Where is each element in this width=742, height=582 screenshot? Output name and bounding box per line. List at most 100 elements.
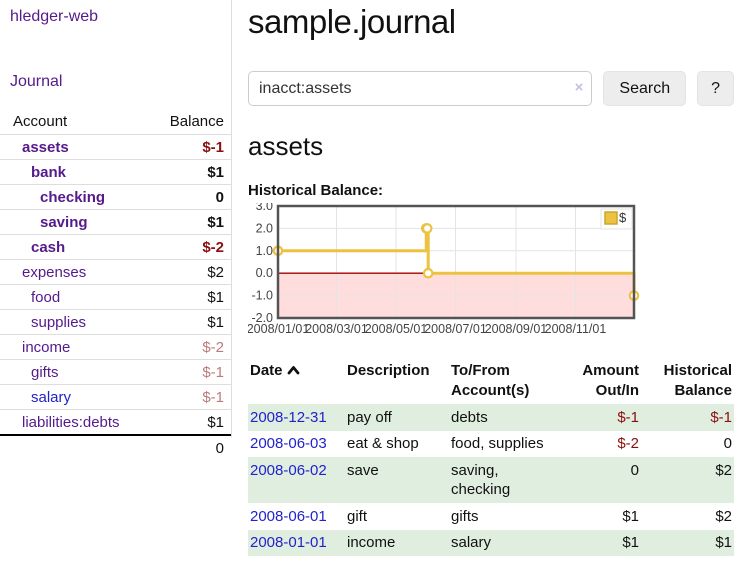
account-link[interactable]: gifts xyxy=(31,363,59,381)
main-content: sample.journal × Search ? assets Histori… xyxy=(248,0,734,556)
sidebar: hledger-web Journal Account Balance asse… xyxy=(0,0,232,460)
svg-text:2008/03/01: 2008/03/01 xyxy=(305,322,368,336)
account-link[interactable]: salary xyxy=(31,388,72,406)
clear-search-icon[interactable]: × xyxy=(574,79,584,96)
account-link[interactable]: bank xyxy=(31,163,67,181)
search-button[interactable]: Search xyxy=(603,71,687,106)
accounts-table: Account Balance assets $-1 bank $1 check… xyxy=(0,110,231,460)
transaction-accounts: saving, checking xyxy=(451,461,511,499)
transaction-description: gift xyxy=(347,507,368,525)
transaction-description: pay off xyxy=(347,408,392,426)
accounts-header-balance: Balance xyxy=(169,113,224,130)
transaction-balance: $2 xyxy=(715,461,732,479)
account-link[interactable]: assets xyxy=(22,138,69,156)
transaction-amount: $-2 xyxy=(617,435,639,452)
account-link[interactable]: food xyxy=(31,288,61,306)
account-link[interactable]: liabilities:debts xyxy=(22,413,120,431)
account-row: income $-2 xyxy=(0,334,231,360)
svg-text:0.0: 0.0 xyxy=(256,266,273,280)
account-balance: $-1 xyxy=(142,134,231,160)
account-heading: assets xyxy=(248,131,324,161)
account-balance: $1 xyxy=(142,309,231,335)
account-link[interactable]: supplies xyxy=(31,313,87,331)
account-row: cash $-2 xyxy=(0,234,231,260)
svg-text:2008/11/01: 2008/11/01 xyxy=(545,322,607,336)
transaction-row: 2008-06-01 gift gifts $1 $2 xyxy=(248,503,734,530)
transaction-balance: $1 xyxy=(715,534,732,551)
account-balance: $1 xyxy=(142,409,231,435)
account-row: salary $-1 xyxy=(0,384,231,410)
svg-text:2008/07/01: 2008/07/01 xyxy=(424,322,487,336)
transaction-amount: $1 xyxy=(622,534,639,551)
transaction-date-link[interactable]: 2008-06-01 xyxy=(250,507,327,525)
transaction-row: 2008-12-31 pay off debts $-1 $-1 xyxy=(248,404,734,431)
account-link[interactable]: checking xyxy=(40,188,106,206)
svg-text:2008/01/01: 2008/01/01 xyxy=(248,322,309,336)
transaction-accounts: salary xyxy=(451,534,492,551)
transaction-balance: 0 xyxy=(723,435,732,452)
chart-title: Historical Balance: xyxy=(248,182,384,199)
account-link[interactable]: income xyxy=(22,338,71,356)
column-header-accounts: To/From Account(s) xyxy=(451,362,530,399)
accounts-total-value: 0 xyxy=(142,434,231,460)
register-table: Date Description To/From Account(s) Amou… xyxy=(248,359,734,556)
svg-text:-2.0: -2.0 xyxy=(251,311,273,325)
account-link[interactable]: saving xyxy=(40,213,88,231)
accounts-header-account: Account xyxy=(13,113,68,130)
transaction-description: save xyxy=(347,461,379,479)
transaction-accounts: gifts xyxy=(451,507,479,525)
svg-text:1.0: 1.0 xyxy=(256,244,273,258)
account-balance: $-1 xyxy=(142,384,231,410)
transaction-amount: $1 xyxy=(622,507,639,525)
svg-text:2008/09/01: 2008/09/01 xyxy=(485,322,548,336)
account-balance: $-2 xyxy=(142,234,231,260)
transaction-date-link[interactable]: 2008-01-01 xyxy=(250,534,327,551)
column-header-amount: Amount Out/In xyxy=(582,362,639,399)
transaction-row: 2008-06-03 eat & shop food, supplies $-2… xyxy=(248,431,734,458)
account-balance: $-1 xyxy=(142,359,231,385)
account-row: saving $1 xyxy=(0,209,231,235)
svg-text:3.0: 3.0 xyxy=(256,203,273,213)
app-title-link[interactable]: hledger-web xyxy=(10,8,99,25)
account-balance: $1 xyxy=(142,284,231,310)
svg-text:2.0: 2.0 xyxy=(256,221,273,235)
sidebar-item-journal[interactable]: Journal xyxy=(10,73,63,90)
account-row: assets $-1 xyxy=(0,134,231,160)
account-balance: $1 xyxy=(142,159,231,185)
account-balance: $1 xyxy=(142,209,231,235)
transaction-amount: $-1 xyxy=(617,408,639,426)
account-row: gifts $-1 xyxy=(0,359,231,385)
search-input[interactable] xyxy=(248,71,593,106)
svg-text:$: $ xyxy=(619,210,627,225)
transaction-balance: $-1 xyxy=(710,408,732,426)
transaction-amount: 0 xyxy=(630,461,639,479)
accounts-total-row: 0 xyxy=(0,434,231,460)
transaction-balance: $2 xyxy=(715,507,732,525)
transaction-accounts: food, supplies xyxy=(451,435,544,452)
account-balance: $-2 xyxy=(142,334,231,360)
column-header-date[interactable]: Date xyxy=(248,359,345,404)
page-title: sample.journal xyxy=(248,3,456,40)
transaction-date-link[interactable]: 2008-06-02 xyxy=(250,461,327,479)
svg-text:-1.0: -1.0 xyxy=(251,289,273,303)
account-row: checking 0 xyxy=(0,184,231,210)
account-balance: 0 xyxy=(142,184,231,210)
help-button[interactable]: ? xyxy=(697,71,734,106)
column-header-description: Description xyxy=(347,362,430,379)
account-link[interactable]: expenses xyxy=(22,263,87,281)
account-row: food $1 xyxy=(0,284,231,310)
transaction-date-link[interactable]: 2008-06-03 xyxy=(250,435,327,452)
transaction-date-link[interactable]: 2008-12-31 xyxy=(250,408,327,426)
account-row: bank $1 xyxy=(0,159,231,185)
search-bar: × Search ? xyxy=(248,71,734,106)
account-balance: $2 xyxy=(142,259,231,285)
column-header-balance: Historical Balance xyxy=(663,362,732,399)
transaction-accounts: debts xyxy=(451,408,488,426)
account-link[interactable]: cash xyxy=(31,238,66,256)
transaction-row: 2008-01-01 income salary $1 $1 xyxy=(248,529,734,556)
register-header-row: Date Description To/From Account(s) Amou… xyxy=(248,359,734,404)
transaction-description: eat & shop xyxy=(347,435,419,452)
account-row: liabilities:debts $1 xyxy=(0,409,231,435)
historical-balance-chart: $3.0 2.0 1.0 0.0 -1.0 -2.0 2008/01/01 2008/03/0… xyxy=(248,203,734,339)
transaction-row: 2008-06-02 save saving, checking 0 $2 xyxy=(248,457,734,503)
